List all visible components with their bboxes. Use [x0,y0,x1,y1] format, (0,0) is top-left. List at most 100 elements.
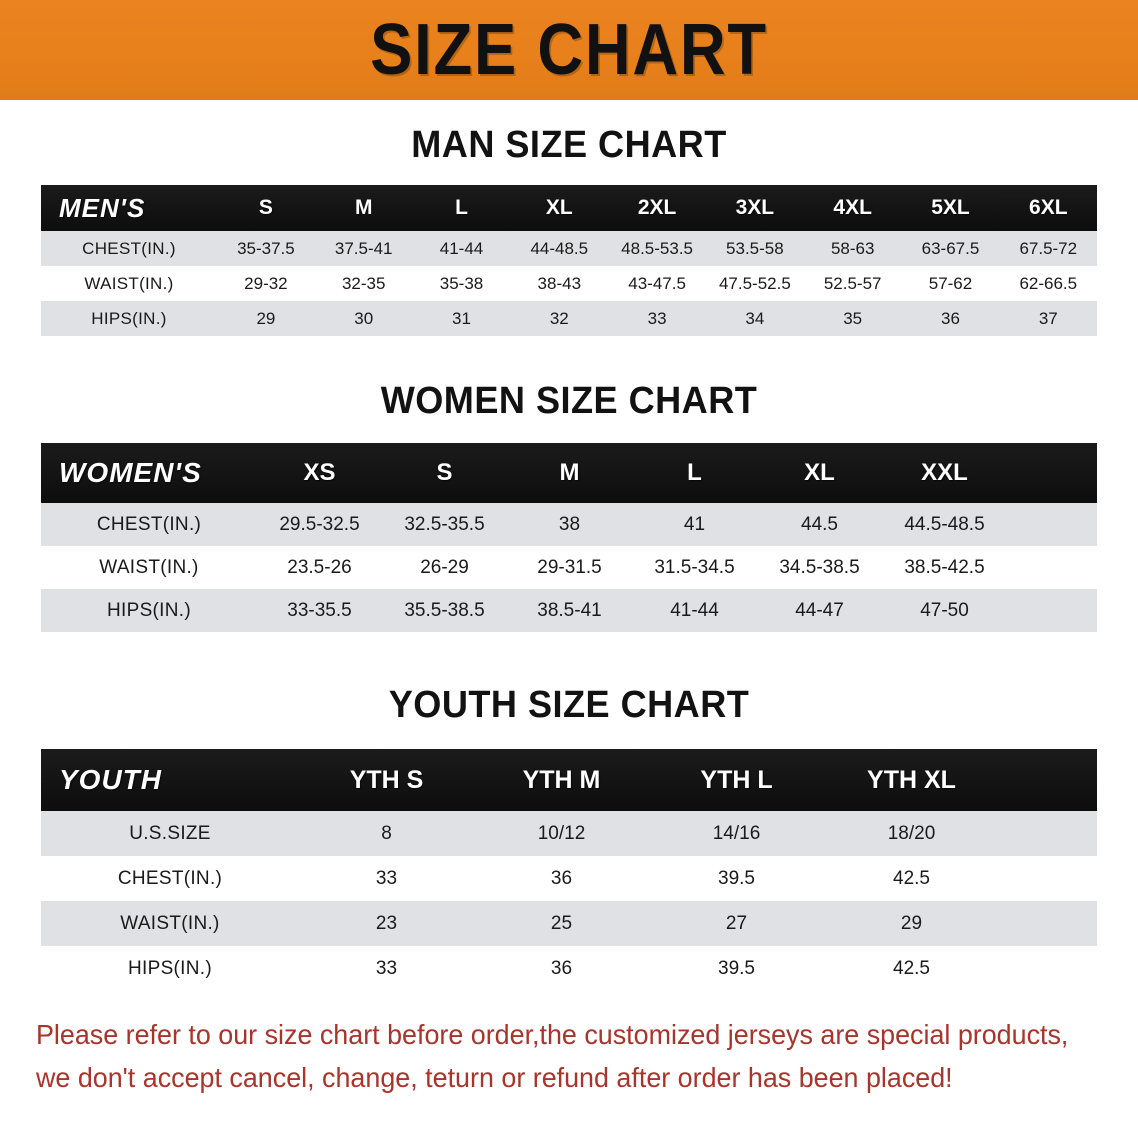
men-cell: 52.5-57 [823,273,882,293]
men-col-header: 4XL [833,196,872,219]
youth-row-label: U.S.SIZE [129,822,211,844]
women-cell: 47-50 [920,599,969,621]
women-cell: 44.5-48.5 [904,513,985,535]
table-row: CHEST(IN.) 29.5-32.5 32.5-35.5 38 41 44.… [41,503,1097,546]
men-cell: 35-37.5 [237,238,295,258]
men-row-label: CHEST(IN.) [82,238,176,258]
women-cell: 41 [683,513,706,535]
youth-row-label: CHEST(IN.) [117,867,223,889]
women-corner-label: WOMEN'S [59,457,202,488]
men-cell: 29 [256,308,276,328]
table-row: WAIST(IN.) 23 25 27 29 [41,901,1097,946]
disclaimer-text: Please refer to our size chart before or… [36,1013,1068,1100]
youth-size-table: YOUTH YTH S YTH M YTH L YTH XL U.S.SIZE … [41,749,1097,991]
men-cell: 62-66.5 [1019,273,1078,293]
youth-row-label: WAIST(IN.) [120,912,220,934]
women-cell: 41-44 [670,599,719,621]
table-row: CHEST(IN.) 33 36 39.5 42.5 [41,856,1097,901]
men-cell: 58-63 [830,238,875,258]
table-row: WAIST(IN.) 23.5-26 26-29 29-31.5 31.5-34… [41,546,1097,589]
youth-cell: 33 [375,867,398,889]
youth-cell: 14/16 [712,822,761,844]
man-table-wrapper: MEN'S S M L XL 2XL 3XL 4XL 5XL 6XL CHEST… [41,185,1098,336]
men-row-label: WAIST(IN.) [84,273,174,293]
youth-table-header-row: YOUTH YTH S YTH M YTH L YTH XL [41,749,1097,811]
men-col-header: XL [545,196,573,219]
youth-corner-label: YOUTH [59,764,162,795]
youth-cell: 10/12 [537,822,586,844]
youth-cell: 39.5 [718,867,755,889]
youth-row-label: HIPS(IN.) [128,957,212,979]
men-col-header: S [258,196,273,219]
youth-cell-spacer [999,946,1097,991]
youth-cell: 25 [550,912,573,934]
women-row-label: WAIST(IN.) [99,556,199,578]
youth-cell-spacer [999,856,1097,901]
table-row: U.S.SIZE 8 10/12 14/16 18/20 [41,811,1097,856]
women-cell: 31.5-34.5 [654,556,735,578]
men-cell: 37.5-41 [334,238,393,258]
man-section-heading: MAN SIZE CHART [411,124,727,166]
men-size-table: MEN'S S M L XL 2XL 3XL 4XL 5XL 6XL CHEST… [41,185,1098,336]
youth-cell: 39.5 [718,957,755,979]
men-cell: 32-35 [341,273,386,293]
men-cell: 41-44 [439,238,484,258]
table-row: WAIST(IN.) 29-32 32-35 35-38 38-43 43-47… [41,266,1098,301]
youth-header-spacer [999,749,1097,811]
men-col-header: 5XL [931,196,970,219]
women-row-label: CHEST(IN.) [96,513,202,535]
women-cell: 38.5-42.5 [904,556,985,578]
men-cell: 29-32 [244,273,288,293]
women-cell: 44-47 [795,599,844,621]
youth-col-header: YTH XL [867,765,956,794]
women-size-table: WOMEN'S XS S M L XL XXL CHEST(IN.) 29.5-… [41,443,1097,632]
women-table-wrapper: WOMEN'S XS S M L XL XXL CHEST(IN.) 29.5-… [41,443,1098,632]
youth-cell: 33 [375,957,398,979]
women-header-spacer [1007,443,1097,503]
men-col-header: M [354,196,373,219]
men-corner-label: MEN'S [59,192,146,223]
youth-cell: 8 [381,822,392,844]
youth-cell: 36 [550,957,573,979]
youth-cell-spacer [999,901,1097,946]
men-cell: 53.5-58 [726,238,784,258]
women-cell: 29.5-32.5 [279,513,360,535]
table-row: CHEST(IN.) 35-37.5 37.5-41 41-44 44-48.5… [41,231,1098,266]
women-cell: 29-31.5 [537,556,602,578]
youth-cell: 36 [550,867,573,889]
youth-cell: 23 [375,912,398,934]
page-title: SIZE CHART [370,10,768,90]
women-col-header: XXL [921,459,968,486]
youth-cell: 42.5 [893,957,930,979]
youth-cell: 29 [900,912,923,934]
women-cell: 26-29 [420,556,469,578]
men-cell: 31 [452,308,471,328]
men-cell: 36 [941,308,960,328]
youth-col-header: YTH M [522,765,601,794]
men-cell: 33 [647,308,667,328]
youth-cell: 27 [725,912,748,934]
men-table-header-row: MEN'S S M L XL 2XL 3XL 4XL 5XL 6XL [41,185,1098,231]
women-cell: 23.5-26 [287,556,352,578]
table-row: HIPS(IN.) 33-35.5 35.5-38.5 38.5-41 41-4… [41,589,1097,632]
youth-cell-spacer [999,811,1097,856]
men-col-header: L [455,196,468,219]
women-cell: 32.5-35.5 [404,513,485,535]
men-cell: 35-38 [439,273,484,293]
page-banner: SIZE CHART [0,0,1138,100]
youth-section-heading: YOUTH SIZE CHART [388,684,750,726]
men-cell: 43-47.5 [628,273,686,293]
men-cell: 34 [745,308,765,328]
men-cell: 48.5-53.5 [621,238,693,258]
men-cell: 67.5-72 [1019,238,1078,258]
men-col-header: 2XL [637,196,677,219]
youth-col-header: YTH L [700,765,773,794]
women-col-header: XL [804,459,835,486]
men-cell: 44-48.5 [530,238,589,258]
women-cell: 38.5-41 [537,599,602,621]
men-col-header: 3XL [735,196,775,219]
women-col-header: S [436,459,453,486]
disclaimer-line-2: we don't accept cancel, change, teturn o… [36,1062,953,1094]
women-cell: 34.5-38.5 [779,556,860,578]
men-cell: 32 [549,308,569,328]
